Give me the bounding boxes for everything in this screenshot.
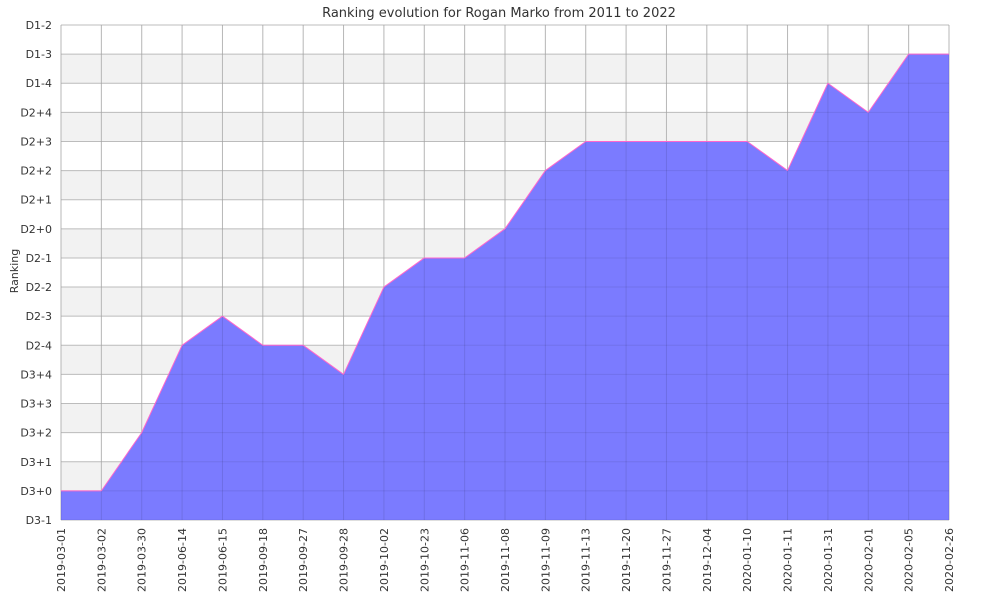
series-line-segment <box>867 53 910 113</box>
series-line-segment <box>787 83 829 171</box>
series-line-segment <box>464 228 506 259</box>
y-tick-label: D2+0 <box>20 223 52 236</box>
y-tick-label: D3-1 <box>26 514 52 527</box>
series-line-segment <box>141 345 183 433</box>
x-tick-labels: 2019-03-01 2019-03-02 2019-03-30 2019-06-14… <box>55 528 956 592</box>
y-tick-label: D3+3 <box>20 398 52 411</box>
series-line-segment <box>383 257 425 288</box>
y-tick-label: D2+3 <box>20 135 52 148</box>
series-line-segment <box>827 82 869 113</box>
x-tick-label: 2019-11-13 <box>580 528 593 592</box>
y-tick-label: D3+4 <box>20 368 52 381</box>
vertical-gridlines-over <box>60 25 950 520</box>
series-line-segment <box>746 141 788 171</box>
series-line-segment <box>222 315 264 346</box>
x-tick-label: 2019-09-27 <box>297 528 310 592</box>
y-tick-label: D3+1 <box>20 456 52 469</box>
y-tick-label: D3+0 <box>20 485 52 498</box>
x-tick-label: 2019-09-18 <box>257 528 270 592</box>
y-tick-label: D2-2 <box>26 281 52 294</box>
x-tick-label: 2020-02-26 <box>943 528 956 592</box>
x-tick-label: 2019-03-30 <box>136 528 149 592</box>
y-tick-label: D3+2 <box>20 427 52 440</box>
y-tick-label: D2-3 <box>26 310 52 323</box>
x-tick-label: 2019-11-27 <box>660 528 673 592</box>
x-tick-label: 2019-10-02 <box>378 528 391 592</box>
x-tick-label: 2019-03-02 <box>95 528 108 592</box>
x-tick-label: 2019-11-06 <box>459 528 472 592</box>
y-tick-label: D2+2 <box>20 165 52 178</box>
x-tick-label: 2019-11-09 <box>539 528 552 592</box>
y-tick-label: D2-1 <box>26 252 52 265</box>
x-tick-label: 2019-10-23 <box>418 528 431 592</box>
x-tick-label: 2019-03-01 <box>55 528 68 592</box>
x-tick-label: 2019-12-04 <box>701 528 714 592</box>
y-tick-label: D1-3 <box>26 48 52 61</box>
y-tick-label: D1-4 <box>26 77 52 90</box>
series-line-segment <box>343 286 385 375</box>
x-tick-label: 2019-09-28 <box>338 528 351 592</box>
x-tick-label: 2020-01-10 <box>741 528 754 592</box>
x-tick-label: 2019-06-14 <box>176 528 189 592</box>
y-tick-label: D2+4 <box>20 106 52 119</box>
x-tick-label: 2020-02-05 <box>903 528 916 592</box>
series-line-segment <box>100 432 143 492</box>
x-tick-label: 2019-06-15 <box>216 528 229 592</box>
x-tick-label: 2020-02-01 <box>862 528 875 592</box>
series-line-segment <box>545 141 587 171</box>
y-tick-labels: D3-1 D3+0 D3+1 D3+2 D3+3 D3+4 D2-4 D2-3 D2-2 D2-1… <box>20 19 52 527</box>
series-line-group <box>61 53 949 492</box>
y-tick-label: D2-4 <box>26 339 52 352</box>
series-line-segment <box>504 170 546 230</box>
x-tick-label: 2020-01-11 <box>782 528 795 592</box>
y-axis-label: Ranking <box>8 249 21 294</box>
x-tick-label: 2019-11-08 <box>499 528 512 592</box>
series-area <box>61 54 949 520</box>
chart-title: Ranking evolution for Rogan Marko from 2… <box>322 6 676 21</box>
y-tick-label: D1-2 <box>26 19 52 32</box>
series-area-fill <box>61 54 949 520</box>
x-tick-label: 2020-01-31 <box>822 528 835 592</box>
x-tick-label: 2019-11-20 <box>620 528 633 592</box>
series-line-segment <box>302 344 344 375</box>
y-tick-label: D2+1 <box>20 194 52 207</box>
series-line-segment <box>181 315 223 346</box>
